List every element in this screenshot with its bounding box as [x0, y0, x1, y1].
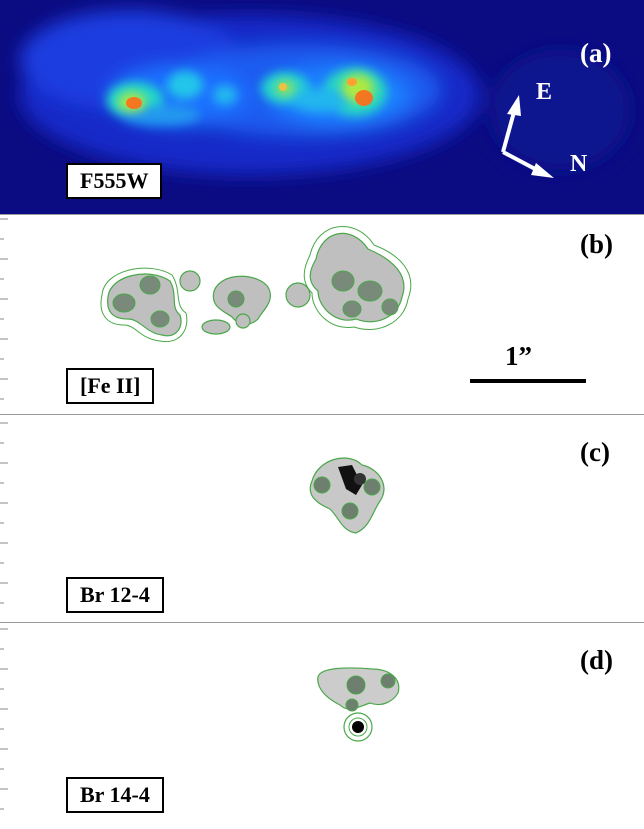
- panel-d-image: [0, 628, 400, 810]
- panel-d-tag: Br 14-4: [66, 777, 164, 813]
- panel-a-label: (a): [580, 38, 612, 68]
- panel-b-label: (b): [580, 229, 613, 259]
- panel-c: (c) Br 12-4: [0, 414, 644, 623]
- panel-c-label: (c): [580, 437, 610, 467]
- panel-a-image: [0, 0, 644, 214]
- panel-d-label: (d): [580, 645, 613, 675]
- panel-c-tag: Br 12-4: [66, 577, 164, 613]
- panel-c-image: [0, 422, 385, 604]
- panel-b-tag: [Fe II]: [66, 368, 155, 404]
- panel-d: (d) Br 14-4: [0, 622, 644, 829]
- scale-bar-label: 1”: [505, 341, 532, 371]
- east-label: E: [536, 79, 553, 105]
- panel-a-tag: F555W: [66, 163, 163, 199]
- north-label: N: [570, 151, 588, 177]
- panel-b: (b) 1” [Fe II]: [0, 214, 644, 415]
- panel-a: (a) E N F555W: [0, 0, 644, 214]
- compass-arrows-icon: [501, 95, 554, 178]
- panel-b-image: [0, 218, 586, 400]
